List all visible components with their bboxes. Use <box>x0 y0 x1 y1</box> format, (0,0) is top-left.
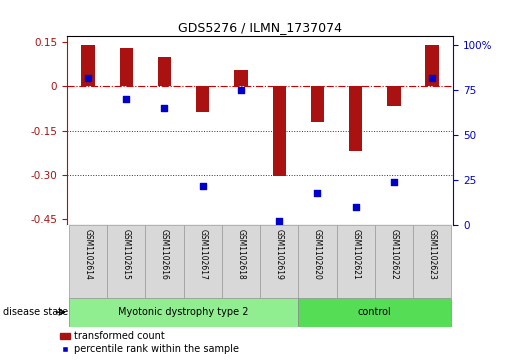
Bar <box>234 70 248 86</box>
Bar <box>222 225 260 298</box>
Point <box>275 219 283 224</box>
Bar <box>311 86 324 122</box>
Bar <box>375 225 413 298</box>
Bar <box>69 225 107 298</box>
Bar <box>107 225 145 298</box>
Bar <box>260 225 298 298</box>
Bar <box>349 86 363 151</box>
Text: GSM1102615: GSM1102615 <box>122 229 131 280</box>
Bar <box>298 298 451 327</box>
Text: GSM1102622: GSM1102622 <box>389 229 399 280</box>
Bar <box>158 57 171 86</box>
Text: GSM1102619: GSM1102619 <box>274 229 284 280</box>
Bar <box>119 48 133 86</box>
Text: GSM1102616: GSM1102616 <box>160 229 169 280</box>
Text: Myotonic dystrophy type 2: Myotonic dystrophy type 2 <box>118 307 249 317</box>
Point <box>199 183 207 188</box>
Point <box>390 179 398 185</box>
Bar <box>425 45 439 86</box>
Bar <box>196 86 210 111</box>
Point <box>84 75 92 81</box>
Text: GSM1102618: GSM1102618 <box>236 229 246 280</box>
Bar <box>69 298 298 327</box>
Text: GSM1102617: GSM1102617 <box>198 229 207 280</box>
Point <box>122 96 130 102</box>
Text: GSM1102620: GSM1102620 <box>313 229 322 280</box>
Text: control: control <box>358 307 392 317</box>
Bar <box>183 225 222 298</box>
Text: GSM1102623: GSM1102623 <box>427 229 437 280</box>
Title: GDS5276 / ILMN_1737074: GDS5276 / ILMN_1737074 <box>178 21 342 34</box>
Text: GSM1102614: GSM1102614 <box>83 229 93 280</box>
Text: disease state: disease state <box>3 307 67 317</box>
Bar <box>298 225 337 298</box>
Bar <box>387 86 401 106</box>
Point <box>352 204 360 210</box>
Bar <box>145 225 183 298</box>
Point <box>428 75 436 81</box>
Point <box>160 105 168 111</box>
Point <box>237 87 245 93</box>
Text: GSM1102621: GSM1102621 <box>351 229 360 280</box>
Bar <box>272 86 286 176</box>
Legend: transformed count, percentile rank within the sample: transformed count, percentile rank withi… <box>56 327 243 358</box>
Bar <box>81 45 95 86</box>
Bar <box>413 225 451 298</box>
Point <box>313 190 321 196</box>
Bar <box>337 225 375 298</box>
